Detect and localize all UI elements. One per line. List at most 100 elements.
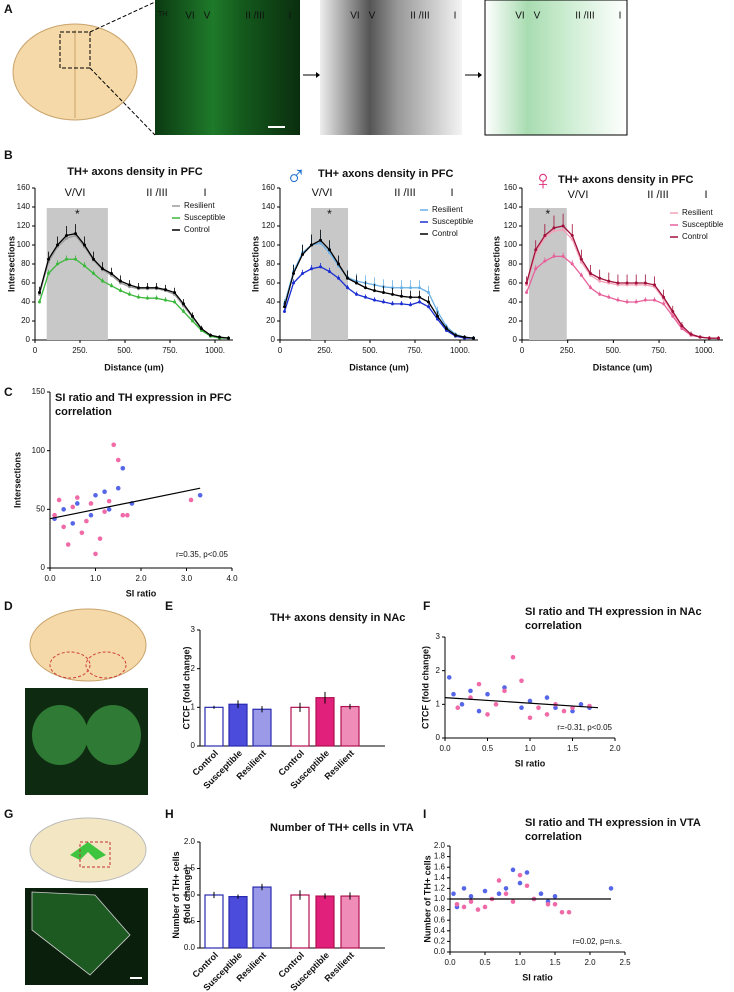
x-tick-label: 1.5: [567, 744, 579, 753]
x-axis-label: Distance (um): [593, 362, 653, 372]
point: [102, 489, 107, 495]
legend-label: Control: [432, 229, 458, 238]
significance: *: [75, 207, 80, 221]
x-tick-label: 0: [33, 346, 38, 355]
region-label: II /III: [146, 187, 167, 199]
bar: [290, 706, 310, 747]
layer-label: VI: [350, 11, 359, 22]
point: [382, 291, 385, 294]
point: [643, 298, 647, 302]
point: [598, 276, 602, 280]
y-tick-label: 150: [32, 387, 46, 396]
y-tick-label: 140: [262, 202, 276, 211]
x-tick-label: 2.5: [619, 958, 631, 967]
y-tick-label: 80: [21, 259, 30, 268]
y-tick-label: 120: [504, 221, 518, 230]
point: [106, 507, 112, 512]
point: [689, 332, 693, 336]
point: [47, 272, 50, 275]
point: [552, 894, 558, 899]
point: [517, 872, 523, 878]
point: [680, 327, 684, 331]
y-tick-label: 160: [262, 183, 276, 192]
point: [598, 292, 602, 296]
y-tick-label: 0: [41, 563, 46, 572]
x-tick-label: 1.0: [90, 574, 102, 583]
point: [463, 335, 466, 339]
x-axis-label: Distance (um): [349, 362, 409, 372]
point: [101, 279, 104, 283]
y-tick-label: 60: [266, 278, 275, 287]
point: [519, 678, 524, 684]
point: [634, 300, 638, 304]
x-axis-label: Distance (um): [104, 362, 164, 372]
y-tick-label: 40: [508, 297, 517, 306]
x-tick-label: 0.5: [482, 744, 494, 753]
panel-letter: B: [4, 148, 13, 162]
point: [579, 273, 583, 277]
point: [61, 507, 66, 512]
point: [418, 300, 421, 304]
point: [538, 891, 544, 896]
point: [607, 279, 611, 283]
point: [524, 883, 530, 889]
y-tick-label: 0.0: [434, 947, 446, 956]
x-tick-label: 0.0: [444, 958, 456, 967]
sex-symbol: ♀: [533, 164, 554, 195]
point: [52, 512, 57, 518]
point: [38, 300, 41, 304]
point: [319, 238, 322, 242]
shade: [310, 208, 349, 340]
point: [418, 286, 421, 290]
bar: [204, 706, 224, 747]
x-tick-label: 1000.: [205, 346, 225, 355]
point: [524, 870, 530, 875]
point: [446, 675, 452, 680]
point: [545, 902, 551, 907]
y-tick-label: 140: [504, 202, 518, 211]
point: [155, 296, 158, 300]
point: [552, 254, 556, 258]
point: [525, 281, 529, 285]
point: [536, 705, 541, 710]
point: [561, 254, 565, 258]
point: [445, 327, 448, 331]
bar: [204, 894, 224, 949]
point: [128, 283, 131, 287]
point: [607, 295, 611, 299]
correlation: r=0.35, p<0.05: [176, 550, 229, 559]
point: [543, 234, 547, 237]
point: [319, 265, 322, 269]
point: [97, 536, 103, 541]
point: [616, 298, 620, 302]
x-tick-label: 0.0: [439, 744, 451, 753]
y-axis-label: CTCF (fold change): [420, 646, 430, 729]
point: [561, 228, 565, 232]
point: [400, 286, 403, 290]
point: [337, 262, 340, 266]
point: [391, 292, 394, 296]
point: [182, 302, 185, 306]
y-tick-label: 1: [436, 699, 441, 708]
point: [83, 264, 86, 268]
point: [698, 335, 702, 339]
point: [468, 894, 474, 899]
x-axis-label: SI ratio: [522, 972, 553, 982]
point: [75, 501, 80, 506]
point: [125, 512, 130, 518]
y-tick-label: 1.6: [434, 862, 446, 871]
series-line: [38, 258, 229, 339]
y-tick-label: 140: [17, 202, 31, 211]
x-tick-label: 500.: [362, 346, 378, 355]
point: [373, 298, 376, 302]
point: [83, 243, 86, 247]
y-tick-label: 0.4: [434, 926, 446, 935]
point: [527, 715, 533, 721]
legend-label: Control: [184, 225, 210, 234]
layer-label: VI: [185, 11, 194, 22]
y-axis-label: (fold change): [182, 867, 192, 924]
point: [137, 295, 140, 299]
point: [482, 888, 488, 894]
point: [409, 286, 412, 290]
